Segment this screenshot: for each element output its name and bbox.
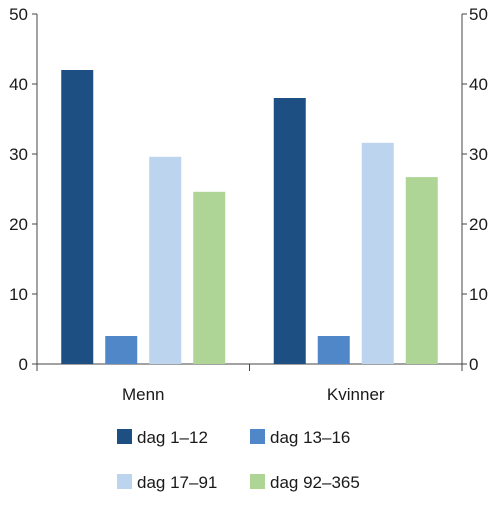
- legend-label: dag 1–12: [137, 428, 208, 447]
- legend-label: dag 17–91: [137, 473, 217, 492]
- legend-swatch: [250, 429, 265, 444]
- y-tick-label-right: 20: [469, 215, 488, 234]
- bar: [105, 336, 138, 364]
- y-tick-label-left: 20: [9, 215, 28, 234]
- y-tick-label-left: 0: [19, 355, 28, 374]
- bar: [317, 336, 350, 364]
- axis-labels: 0 0 10 10 20 20 30 30 40 40 50 50 Menn Kvinner: [9, 5, 488, 404]
- y-tick-label-right: 30: [469, 145, 488, 164]
- bar: [193, 191, 226, 364]
- legend-swatch: [117, 429, 132, 444]
- y-tick-label-right: 50: [469, 5, 488, 24]
- legend-swatch: [117, 474, 132, 489]
- bar: [61, 70, 94, 364]
- y-tick-label-right: 40: [469, 75, 488, 94]
- category-label: Kvinner: [327, 385, 385, 404]
- legend-label: dag 13–16: [270, 428, 350, 447]
- y-tick-label-left: 50: [9, 5, 28, 24]
- bar: [361, 142, 394, 364]
- bar: [405, 177, 438, 364]
- category-label: Menn: [122, 385, 165, 404]
- y-tick-label-right: 0: [469, 355, 478, 374]
- y-tick-label-left: 40: [9, 75, 28, 94]
- y-tick-label-left: 10: [9, 285, 28, 304]
- y-tick-label-left: 30: [9, 145, 28, 164]
- y-tick-label-right: 10: [469, 285, 488, 304]
- legend-swatch: [250, 474, 265, 489]
- bars: [61, 70, 438, 364]
- axes: [32, 13, 467, 371]
- bar: [273, 98, 306, 364]
- legend: dag 1–12 dag 13–16 dag 17–91 dag 92–365: [117, 428, 360, 492]
- legend-label: dag 92–365: [270, 473, 360, 492]
- bar: [149, 156, 182, 364]
